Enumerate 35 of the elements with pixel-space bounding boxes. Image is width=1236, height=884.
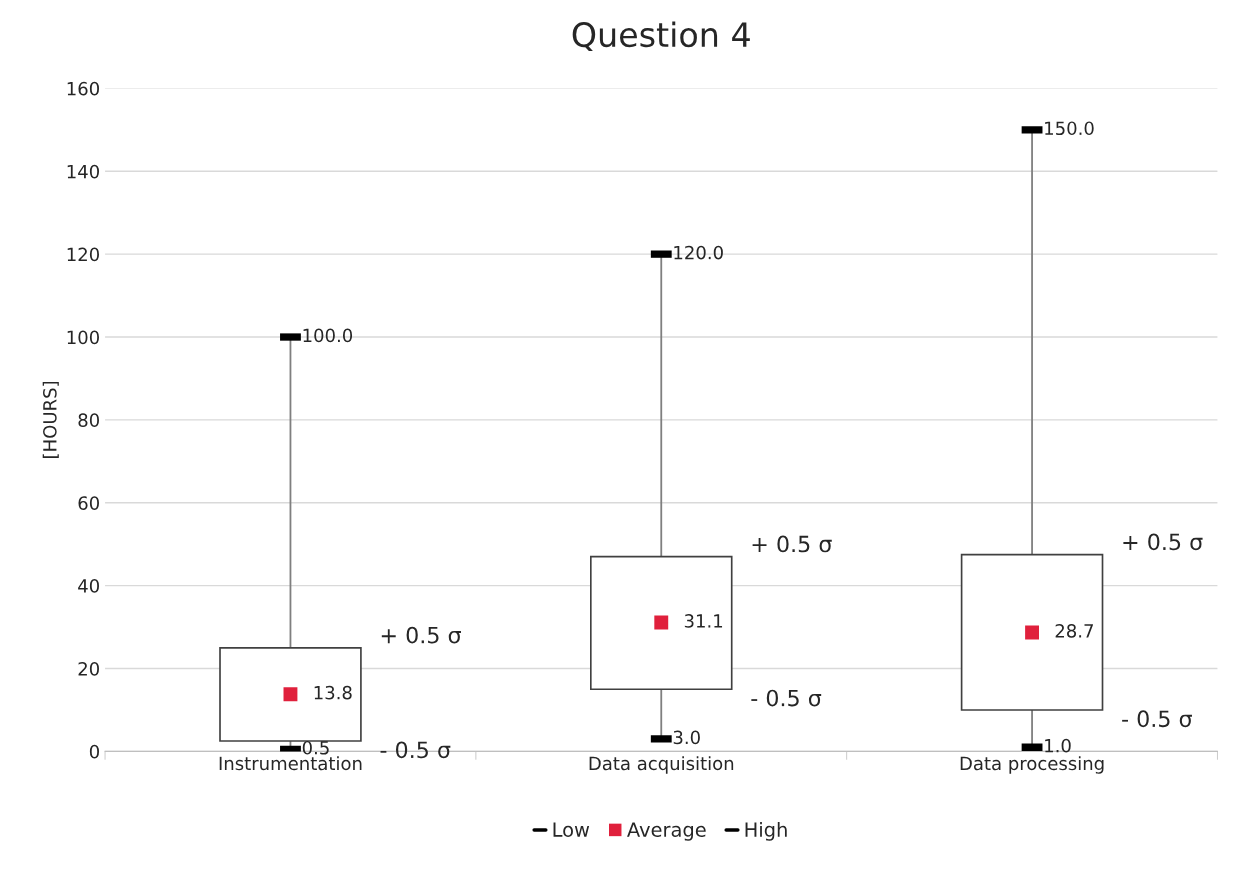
data-label: 150.0 bbox=[1045, 121, 1094, 136]
y-tick-label: 40 bbox=[78, 579, 99, 593]
point bbox=[283, 687, 298, 702]
legend-label: Low bbox=[553, 822, 590, 837]
data-label: 0.5 bbox=[302, 740, 329, 755]
data-label: 120.0 bbox=[674, 245, 723, 260]
y-tick-label: 100 bbox=[67, 330, 99, 345]
annotation: - 0.5 σ bbox=[751, 689, 822, 707]
y-tick-label: 20 bbox=[78, 661, 99, 676]
y-tick-label: 0 bbox=[89, 744, 99, 759]
annotation: + 0.5 σ bbox=[1123, 533, 1203, 551]
legend-label: High bbox=[745, 821, 787, 841]
chart-title: Question 4 bbox=[572, 21, 750, 52]
point bbox=[1025, 625, 1039, 640]
annotation: - 0.5 σ bbox=[1122, 710, 1192, 728]
x-tick-label: Instrumentation bbox=[219, 756, 362, 771]
annotation: + 0.5 σ bbox=[381, 626, 461, 644]
y-tick-label: 140 bbox=[67, 164, 99, 179]
annotation: + 0.5 σ bbox=[752, 535, 832, 553]
data-label: 3.0 bbox=[673, 730, 700, 745]
data-label: 13.8 bbox=[314, 685, 352, 700]
x-tick-label: Data acquisition bbox=[589, 756, 734, 774]
x-tick-label: Data processing bbox=[960, 756, 1104, 774]
data-label: 31.1 bbox=[684, 614, 723, 628]
y-axis-title: [HOURS] bbox=[42, 381, 59, 458]
annotation: - 0.5 σ bbox=[380, 741, 451, 759]
y-tick-label: 160 bbox=[67, 81, 99, 96]
y-tick-label: 60 bbox=[78, 496, 99, 510]
legend-label: Average bbox=[627, 822, 706, 841]
data-label: 1.0 bbox=[1045, 738, 1071, 753]
y-tick-label: 120 bbox=[67, 247, 99, 262]
y-tick-label: 80 bbox=[78, 413, 99, 428]
point bbox=[654, 615, 669, 630]
data-label: 100.0 bbox=[303, 328, 353, 343]
data-label: 28.7 bbox=[1055, 624, 1093, 638]
